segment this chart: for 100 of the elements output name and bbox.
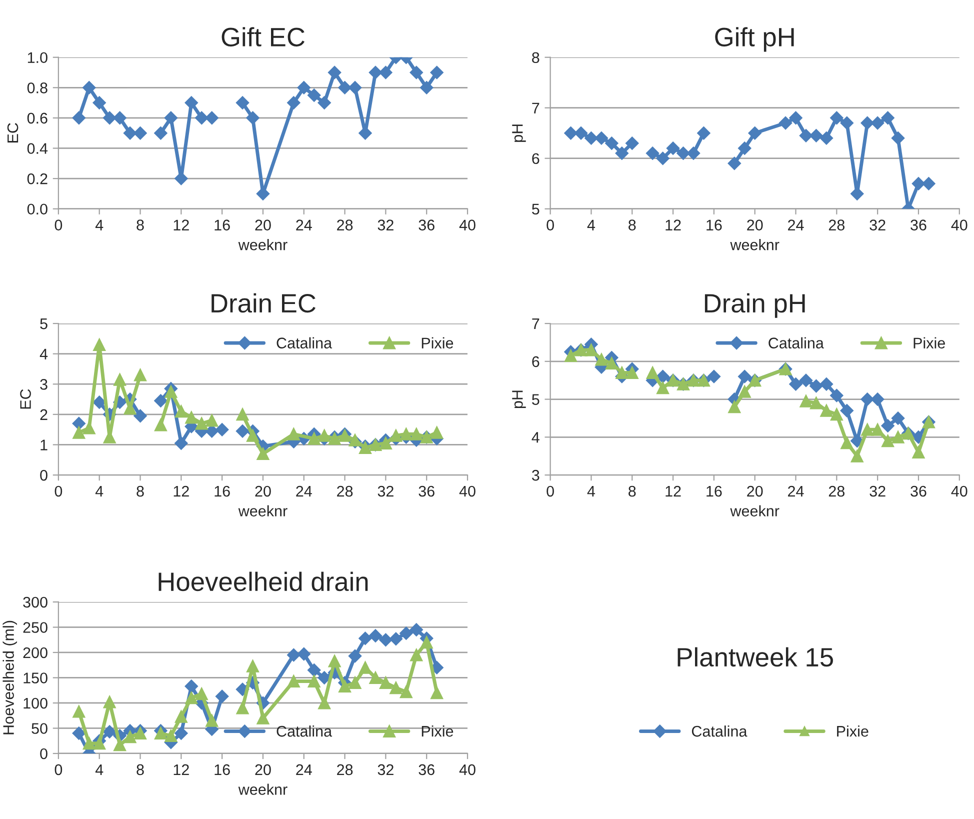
x-tick-label: 20 — [255, 486, 271, 497]
x-tick-label: 4 — [95, 220, 104, 230]
y-tick-label: 150 — [24, 672, 48, 684]
y-tick-label: 0.0 — [27, 204, 48, 215]
y-tick-label: 5 — [532, 394, 540, 405]
y-tick-label: 7 — [532, 318, 540, 330]
y-tick-label: 4 — [40, 348, 48, 360]
x-tick-label: 20 — [255, 220, 271, 230]
y-tick-label: 8 — [532, 52, 540, 64]
y-tick-label: 1.0 — [28, 52, 48, 64]
x-tick-label: 0 — [54, 764, 62, 776]
chart-title: Gift pH — [715, 27, 794, 52]
y-tick-label: 300 — [23, 596, 48, 608]
x-tick-label: 36 — [418, 220, 434, 230]
y-tick-label: 7 — [532, 102, 540, 114]
x-tick-label: 36 — [910, 486, 926, 497]
x-tick-label: 24 — [788, 220, 804, 230]
x-tick-label: 24 — [296, 764, 312, 775]
x-tick-label: 12 — [174, 220, 189, 230]
x-tick-label: 16 — [214, 764, 230, 776]
x-axis-title: weeknr — [730, 505, 780, 516]
x-tick-label: 36 — [418, 764, 434, 776]
x-tick-label: 12 — [666, 486, 681, 497]
x-tick-label: 24 — [788, 486, 804, 497]
y-tick-label: 200 — [23, 647, 48, 658]
x-tick-label: 32 — [378, 220, 394, 230]
x-tick-label: 4 — [95, 486, 104, 497]
chart-title: Hoeveelheid drain — [158, 572, 368, 592]
x-tick-label: 40 — [459, 764, 476, 776]
x-tick-label: 28 — [337, 764, 353, 776]
y-tick-label: 5 — [40, 318, 48, 330]
x-tick-label: 40 — [459, 220, 476, 230]
x-tick-label: 0 — [546, 486, 554, 497]
chart-title: Drain EC — [212, 293, 316, 313]
x-tick-label: 20 — [255, 764, 271, 776]
x-tick-label: 24 — [296, 486, 312, 497]
x-tick-label: 4 — [587, 220, 596, 230]
y-tick-label: 50 — [32, 723, 48, 734]
x-tick-label: 32 — [870, 486, 886, 497]
y-axis-title: Hoeveelheid (ml) — [2, 620, 17, 734]
legend-label: Pixie — [914, 337, 945, 348]
x-tick-label: 40 — [459, 486, 476, 497]
x-tick-label: 36 — [910, 220, 926, 230]
x-tick-label: 16 — [214, 486, 230, 497]
x-tick-label: 8 — [628, 220, 636, 230]
x-tick-label: 8 — [136, 486, 144, 497]
x-axis-title: weeknr — [238, 505, 288, 516]
x-tick-label: 20 — [747, 220, 763, 230]
x-tick-label: 12 — [174, 486, 189, 497]
x-tick-label: 8 — [136, 220, 144, 230]
x-tick-label: 28 — [337, 486, 353, 497]
x-tick-label: 36 — [418, 486, 434, 497]
y-tick-label: 3 — [532, 470, 540, 481]
y-tick-label: 0.2 — [27, 173, 48, 184]
legend-label: Catalina — [276, 725, 332, 737]
y-tick-label: 3 — [40, 378, 48, 390]
x-tick-label: 20 — [747, 486, 763, 497]
y-axis-title: EC — [7, 123, 18, 142]
x-tick-label: 28 — [828, 486, 844, 497]
x-tick-label: 8 — [628, 486, 636, 497]
y-tick-label: 250 — [23, 622, 48, 633]
x-axis-title: weeknr — [730, 239, 780, 250]
legend-label: Catalina — [276, 337, 332, 348]
chart-title: Gift EC — [222, 27, 304, 46]
x-tick-label: 0 — [54, 220, 62, 230]
x-tick-label: 40 — [951, 220, 968, 230]
x-tick-label: 4 — [95, 764, 104, 775]
x-tick-label: 8 — [136, 764, 144, 776]
legend-label: Pixie — [422, 725, 454, 737]
y-axis-title: pH — [512, 390, 526, 408]
y-tick-label: 6 — [532, 153, 540, 164]
y-tick-label: 0.6 — [27, 112, 48, 124]
y-tick-label: 100 — [24, 698, 48, 709]
x-tick-label: 32 — [870, 220, 886, 230]
x-axis-title: weeknr — [238, 784, 288, 795]
y-tick-label: 6 — [532, 356, 540, 368]
x-tick-label: 28 — [337, 220, 353, 230]
x-tick-label: 16 — [706, 486, 722, 497]
x-axis-title: weeknr — [238, 239, 288, 250]
legend-label: Catalina — [768, 337, 824, 348]
x-tick-label: 24 — [296, 220, 312, 230]
legend-label: Pixie — [837, 725, 868, 737]
x-tick-label: 32 — [378, 486, 394, 497]
y-tick-label: 0.8 — [27, 82, 48, 94]
y-tick-label: 0 — [40, 470, 48, 481]
legend-label: Catalina — [692, 725, 748, 737]
legend-label: Pixie — [422, 337, 454, 348]
x-tick-label: 4 — [587, 486, 596, 497]
x-tick-label: 12 — [666, 220, 681, 230]
text: Plantweek 15 — [678, 647, 833, 667]
y-tick-label: 2 — [40, 409, 48, 420]
y-tick-label: 0.4 — [27, 143, 48, 154]
y-tick-label: 1 — [40, 440, 48, 450]
chart-title: Drain pH — [704, 293, 805, 318]
x-tick-label: 12 — [174, 764, 189, 775]
x-tick-label: 0 — [54, 486, 62, 497]
y-tick-label: 0 — [40, 748, 48, 760]
x-tick-label: 0 — [546, 220, 554, 230]
y-tick-label: 5 — [532, 204, 540, 215]
y-axis-title: pH — [512, 124, 526, 142]
